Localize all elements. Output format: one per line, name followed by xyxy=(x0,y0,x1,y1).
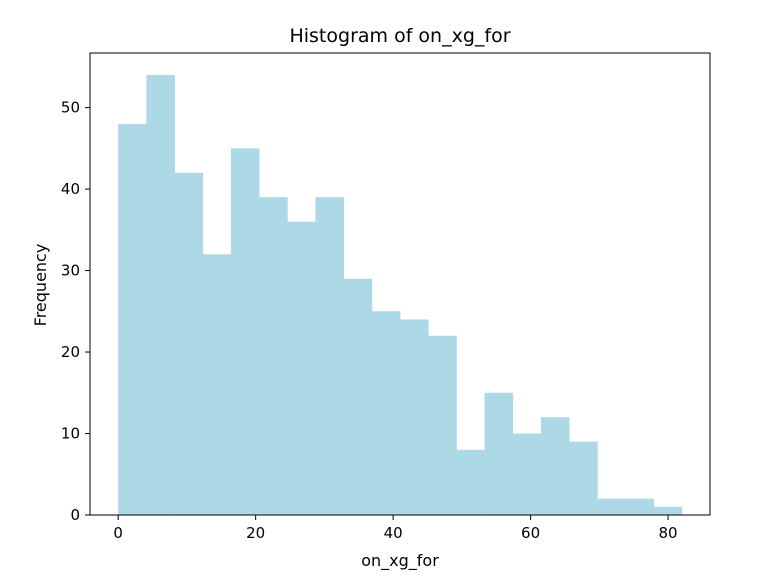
y-tick-label: 40 xyxy=(61,180,80,198)
histogram-bar xyxy=(287,221,316,515)
x-axis-label: on_xg_for xyxy=(361,551,439,571)
y-tick-label: 0 xyxy=(70,506,80,524)
x-tick-label: 20 xyxy=(246,524,265,542)
x-tick-label: 0 xyxy=(113,524,123,542)
x-tick-label: 60 xyxy=(521,524,540,542)
x-tick-label: 80 xyxy=(659,524,678,542)
histogram-bar xyxy=(653,506,683,515)
x-tick-label: 40 xyxy=(384,524,403,542)
histogram-bar xyxy=(118,123,147,515)
histogram-bar xyxy=(625,498,655,515)
histogram-bar xyxy=(202,254,232,515)
histogram-bar xyxy=(343,278,373,515)
y-axis-label: Frequency xyxy=(31,244,50,327)
histogram-bar xyxy=(512,433,542,515)
y-axis: 0 10 20 30 40 50 xyxy=(61,99,90,524)
y-tick-label: 20 xyxy=(61,343,80,361)
histogram-bar xyxy=(174,172,204,515)
histogram-bar xyxy=(315,197,345,515)
histogram-bar xyxy=(540,417,570,515)
y-tick-label: 10 xyxy=(61,425,80,443)
chart-title: Histogram of on_xg_for xyxy=(289,25,510,47)
histogram-bars xyxy=(118,75,683,516)
y-tick-label: 30 xyxy=(61,262,80,280)
histogram-bar xyxy=(484,392,514,515)
histogram-bar xyxy=(569,441,598,515)
histogram-bar xyxy=(230,148,260,516)
histogram-bar xyxy=(371,311,401,515)
histogram-bar xyxy=(400,319,429,515)
plot-frame xyxy=(89,52,711,516)
x-axis: 0 20 40 60 80 xyxy=(113,515,678,542)
histogram-bar xyxy=(456,449,485,515)
histogram-bar xyxy=(259,197,288,515)
histogram-bar xyxy=(428,335,457,515)
histogram-bar xyxy=(597,498,626,515)
histogram-bar xyxy=(146,75,175,515)
y-tick-label: 50 xyxy=(61,99,80,117)
